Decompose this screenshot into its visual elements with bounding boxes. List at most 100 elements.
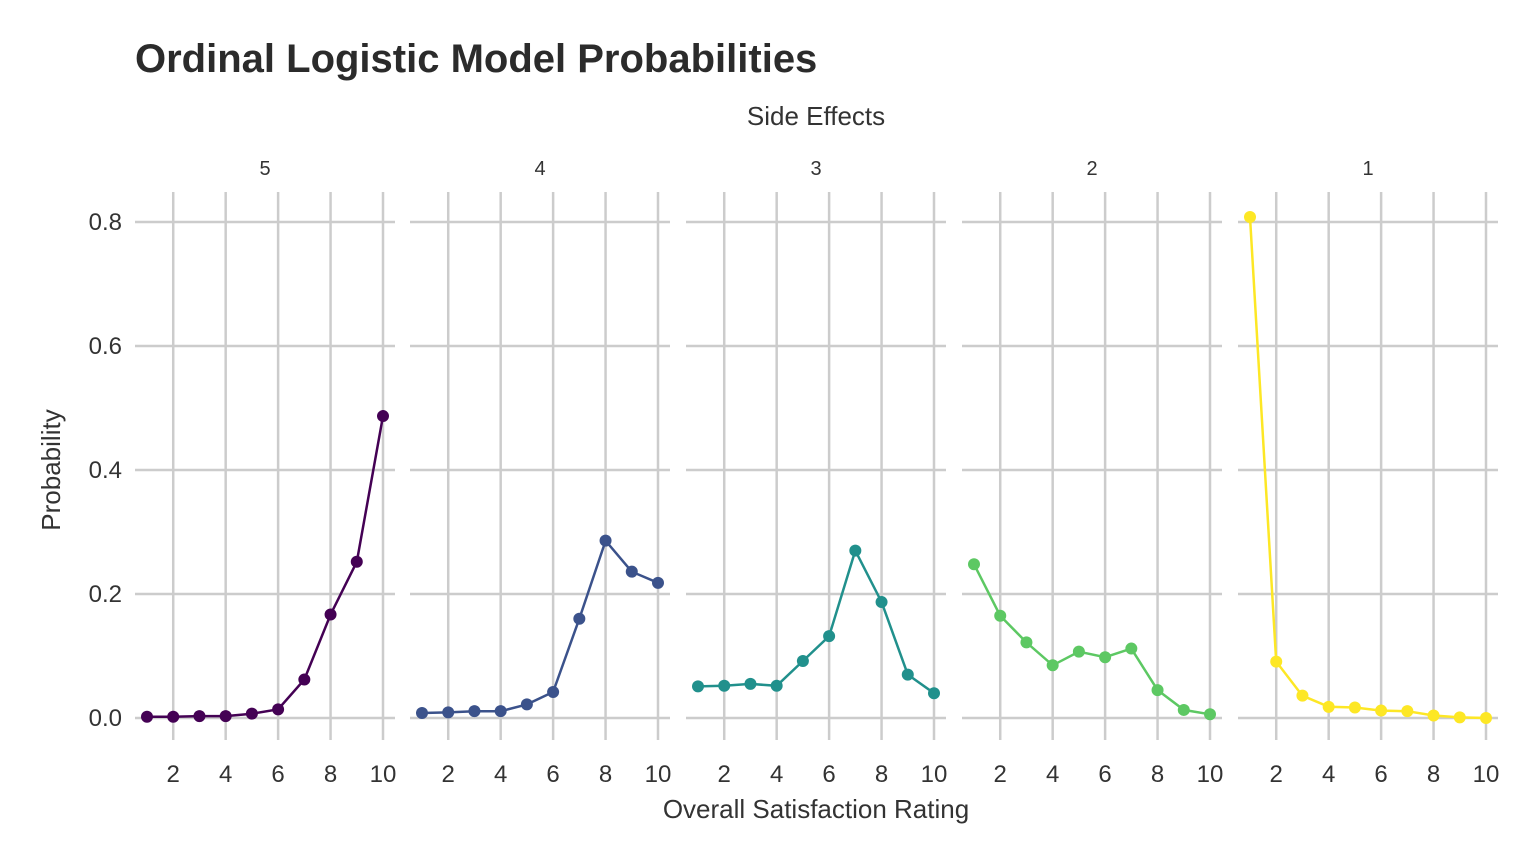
x-tick-label: 2 [718, 761, 731, 788]
facet-panel-3: 3 2 4 6 8 10 [686, 158, 947, 788]
y-tick-label: 0.6 [89, 333, 122, 360]
x-tick-label: 10 [1197, 761, 1224, 788]
data-point [141, 710, 153, 723]
x-tick-label: 2 [167, 761, 180, 788]
data-point [547, 685, 560, 698]
data-point [468, 705, 481, 718]
data-point [692, 680, 704, 693]
x-tick-label: 8 [599, 761, 612, 788]
x-tick-label: 6 [1098, 761, 1111, 788]
x-tick-label: 8 [1427, 761, 1440, 788]
data-point [599, 534, 612, 547]
data-point [377, 410, 389, 423]
data-point [718, 679, 731, 692]
data-point [520, 698, 533, 711]
x-tick-label: 8 [324, 761, 337, 788]
data-point [770, 679, 783, 692]
x-tick-label: 4 [1322, 761, 1335, 788]
data-point [350, 555, 363, 568]
data-point [1151, 684, 1164, 697]
data-point [1296, 689, 1309, 702]
y-axis-ticks: 0.0 0.2 0.4 0.6 0.8 [89, 209, 122, 732]
chart-title: Ordinal Logistic Model Probabilities [135, 37, 817, 81]
facet-label: 3 [810, 158, 821, 180]
data-point [573, 612, 586, 625]
data-point [1348, 701, 1361, 714]
x-tick-label: 6 [1374, 761, 1387, 788]
facet-label: 1 [1362, 158, 1373, 180]
x-tick-label: 10 [1473, 761, 1500, 788]
series-line [697, 547, 935, 695]
data-point [968, 558, 980, 571]
data-point [1177, 703, 1190, 716]
y-tick-label: 0.8 [89, 209, 122, 236]
data-point [219, 710, 232, 723]
x-tick-label: 6 [822, 761, 835, 788]
data-point [272, 703, 285, 716]
y-tick-label: 0.0 [89, 705, 122, 732]
data-point [1322, 700, 1335, 713]
data-point [193, 710, 206, 723]
facet-panel-1: 1 2 4 6 8 10 [1238, 158, 1499, 788]
data-point [1375, 704, 1388, 717]
facet-label: 5 [259, 158, 270, 180]
data-point [1480, 712, 1492, 724]
data-point [796, 654, 809, 667]
data-point [1244, 211, 1256, 224]
x-tick-label: 4 [494, 761, 507, 788]
x-tick-label: 6 [546, 761, 559, 788]
x-tick-label: 10 [921, 761, 948, 788]
x-tick-label: 8 [875, 761, 888, 788]
x-tick-label: 10 [645, 761, 672, 788]
facet-panel-5: 5 2 4 6 8 10 [135, 158, 396, 788]
data-point [625, 565, 638, 578]
data-point [994, 609, 1007, 622]
data-point [1020, 636, 1033, 649]
series-line [147, 415, 385, 719]
data-point [245, 707, 258, 720]
y-tick-label: 0.4 [89, 457, 122, 484]
y-tick-label: 0.2 [89, 581, 122, 608]
data-point [1453, 711, 1466, 724]
data-point [875, 596, 888, 609]
data-point [652, 576, 664, 589]
facet-label: 2 [1086, 158, 1097, 180]
data-point [1099, 651, 1112, 664]
x-axis-label: Overall Satisfaction Rating [663, 794, 969, 824]
data-point [1125, 642, 1138, 655]
series-line [1248, 216, 1487, 720]
series-line [972, 563, 1211, 716]
x-tick-label: 4 [1046, 761, 1059, 788]
facet-panel-4: 4 2 4 6 8 10 [410, 158, 671, 788]
series-line [421, 538, 659, 715]
data-point [744, 677, 757, 690]
data-point [901, 668, 914, 681]
data-point [494, 705, 507, 718]
data-point [1427, 709, 1440, 722]
data-point [849, 544, 862, 557]
data-point [1072, 645, 1085, 658]
x-tick-label: 2 [442, 761, 455, 788]
x-tick-label: 2 [994, 761, 1007, 788]
data-point [298, 673, 311, 686]
data-point [324, 608, 337, 621]
facet-label: 4 [534, 158, 545, 180]
x-tick-label: 10 [370, 761, 397, 788]
x-tick-label: 4 [770, 761, 783, 788]
data-point [928, 687, 940, 700]
data-point [823, 630, 836, 643]
data-point [416, 707, 428, 720]
facet-panel-2: 2 2 4 6 8 10 [962, 158, 1223, 788]
x-tick-label: 2 [1270, 761, 1283, 788]
x-tick-label: 8 [1151, 761, 1164, 788]
data-point [167, 710, 180, 723]
x-tick-label: 4 [219, 761, 232, 788]
data-point [1046, 659, 1059, 672]
data-point [1204, 708, 1216, 721]
data-point [442, 706, 455, 719]
data-point [1270, 655, 1283, 668]
x-tick-label: 6 [271, 761, 284, 788]
data-point [1401, 705, 1414, 718]
